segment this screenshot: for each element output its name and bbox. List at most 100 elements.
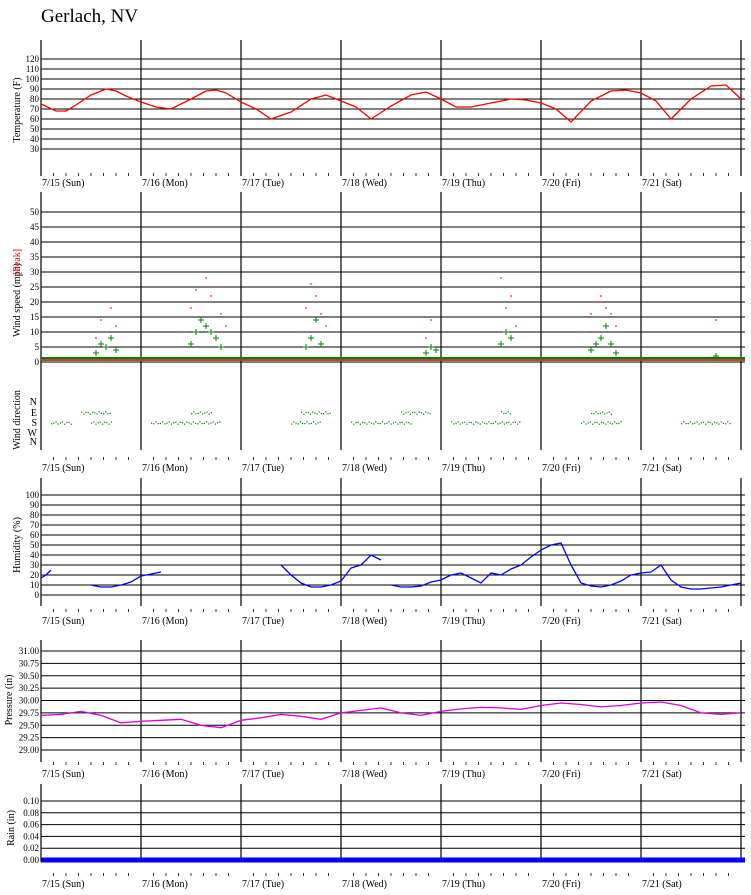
wind-speed-point (98, 341, 104, 347)
wind-direction-point (490, 422, 492, 425)
rain-tick-label: 0.02 (23, 843, 39, 853)
wind-peak-point (510, 295, 512, 297)
wind-peak-point (115, 325, 117, 327)
wind-speed-tick-label: 45 (30, 222, 40, 232)
wind-direction-point (297, 423, 299, 425)
wind-direction-point (83, 413, 85, 415)
wind-peak-legend: [Peak] (12, 249, 23, 275)
wind-direction-tick-label: N (30, 437, 37, 448)
wind-direction-point (495, 421, 497, 423)
wind-direction-day-label: 7/17 (Tue) (242, 463, 284, 474)
wind-direction-point (293, 421, 295, 423)
wind-direction-point (208, 413, 210, 415)
wind-direction-point (392, 422, 394, 424)
wind-direction-point (475, 421, 477, 423)
wind-direction-point (110, 421, 112, 423)
humidity-day-label: 7/21 (Sat) (642, 616, 682, 627)
wind-direction-point (193, 411, 195, 413)
wind-direction-point (181, 421, 183, 424)
wind-direction-point (159, 422, 161, 425)
wind-direction-point (497, 423, 499, 425)
wind-direction-point (607, 421, 609, 423)
wind-direction-point (304, 423, 306, 425)
wind-direction-tick-label: E (31, 408, 37, 419)
wind-direction-point (94, 412, 96, 414)
humidity-day-label: 7/15 (Sun) (42, 616, 85, 627)
rain-day-label: 7/16 (Mon) (142, 879, 188, 890)
humidity-tick-label: 60 (30, 530, 40, 540)
pressure-tick-label: 30.25 (19, 683, 40, 693)
wind-speed-tick-label: 10 (30, 327, 40, 337)
pressure-day-label: 7/15 (Sun) (42, 769, 85, 780)
wind-direction-point (177, 423, 179, 425)
humidity-day-label: 7/16 (Mon) (142, 616, 188, 627)
wind-direction-point (96, 413, 98, 415)
wind-direction-point (451, 421, 453, 423)
rain-day-label: 7/21 (Sat) (642, 879, 682, 890)
wind-direction-point (106, 421, 108, 424)
wind-direction-point (386, 422, 388, 424)
wind-peak-point (195, 289, 197, 291)
wind-speed-point (588, 347, 594, 353)
wind-direction-point (707, 421, 709, 423)
wind-speed-point (93, 350, 99, 356)
wind-peak-point (300, 331, 302, 333)
wind-direction-point (329, 412, 331, 414)
wind-direction-point (95, 423, 97, 425)
wind-peak-point (305, 307, 307, 309)
wind-direction-point (68, 421, 70, 424)
wind-direction-point (375, 421, 377, 423)
wind-direction-point (91, 422, 93, 424)
humidity-day-label: 7/18 (Wed) (342, 616, 387, 627)
humidity-tick-label: 30 (30, 560, 40, 570)
wind-direction-point (455, 422, 457, 424)
humidity-tick-label: 100 (26, 490, 40, 500)
temperature-day-label: 7/16 (Mon) (142, 178, 188, 189)
wind-direction-point (93, 421, 95, 423)
wind-direction-point (188, 422, 190, 424)
wind-direction-point (606, 412, 608, 414)
wind-direction-point (301, 411, 303, 413)
wind-direction-point (108, 423, 110, 425)
wind-speed-tick-label: 40 (30, 237, 40, 247)
wind-speed-point (713, 353, 719, 359)
wind-direction-point (507, 411, 509, 413)
wind-direction-point (102, 423, 104, 425)
wind-direction-point (598, 423, 600, 425)
wind-speed-point (318, 341, 324, 347)
wind-direction-point (506, 422, 508, 424)
wind-direction-point (186, 421, 188, 423)
wind-peak-point (325, 325, 327, 327)
wind-speed-point (433, 347, 439, 353)
wind-direction-point (57, 423, 59, 425)
wind-direction-point (299, 421, 301, 423)
wind-speed-point (503, 329, 509, 335)
wind-speed-point (313, 317, 319, 323)
wind-direction-point (517, 423, 519, 425)
wind-speed-point (598, 335, 604, 341)
wind-speed-point (423, 350, 429, 356)
wind-direction-point (53, 422, 55, 424)
wind-direction-point (477, 422, 479, 424)
rain-tick-label: 0.06 (23, 820, 39, 830)
wind-direction-point (366, 423, 368, 425)
wind-peak-point (95, 337, 97, 339)
wind-direction-point (505, 412, 507, 415)
wind-direction-point (589, 421, 591, 423)
wind-direction-point (508, 421, 510, 423)
wind-direction-point (302, 422, 304, 425)
wind-peak-point (310, 283, 312, 285)
wind-direction-point (370, 422, 372, 424)
wind-speed-tick-label: 35 (30, 252, 40, 262)
wind-direction-point (503, 413, 505, 415)
wind-direction-point (87, 411, 89, 414)
wind-peak-point (585, 331, 587, 333)
temperature-tick-label: 40 (30, 134, 40, 144)
wind-direction-point (316, 413, 318, 415)
wind-direction-tick-label: N (30, 397, 37, 408)
wind-direction-point (514, 421, 516, 424)
wind-direction-point (208, 423, 210, 425)
wind-speed-point (203, 323, 209, 329)
pressure-day-label: 7/16 (Mon) (142, 769, 188, 780)
